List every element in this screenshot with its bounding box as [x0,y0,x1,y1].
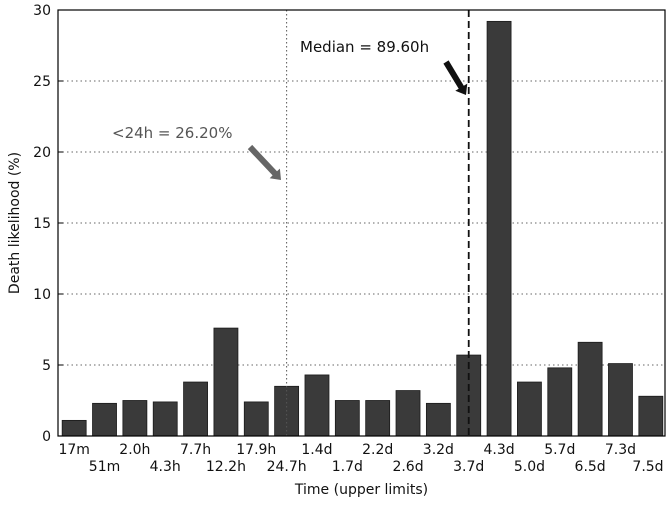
y-tick-label: 15 [33,216,51,232]
x-tick-label: 17m [58,442,89,458]
bar [638,395,664,437]
x-tick-label: 1.4d [301,442,332,458]
x-tick-label: 2.0h [119,442,150,458]
x-tick-label: 6.5d [575,459,606,475]
reference-lines [286,10,470,436]
x-tick-label: 2.2d [362,442,393,458]
bar [304,374,330,437]
bar [425,402,451,437]
y-tick-label: 25 [33,74,51,90]
bar [608,363,633,437]
x-tick-label: 3.2d [423,442,454,458]
bar [183,381,208,437]
x-tick-label: 17.9h [236,442,276,458]
y-ticks: 0 5 10 15 20 25 30 [33,3,63,445]
bar [334,400,360,437]
y-tick-label: 5 [42,358,51,374]
bar [243,401,269,437]
x-tick-label: 5.7d [544,442,575,458]
x-axis-label: Time (upper limits) [294,482,428,498]
x-tick-label: 7.3d [605,442,636,458]
median-annotation: Median = 89.60h [300,38,468,95]
x-tick-label: 4.3h [150,459,181,475]
x-tick-label: 1.7d [332,459,363,475]
bar [152,401,178,437]
x-tick-label: 7.5d [632,459,663,475]
bars [61,20,664,437]
y-tick-label: 0 [42,429,51,445]
bar [577,341,603,437]
bar [486,20,512,437]
bar [61,419,87,437]
y-tick-label: 30 [33,3,51,19]
x-tick-label: 3.7d [453,459,484,475]
x-tick-label: 7.7h [180,442,211,458]
x-tick-label: 4.3d [483,442,514,458]
bar [517,381,542,437]
median-arrow-icon [443,60,468,95]
x-tick-label: 12.2h [206,459,246,475]
median-label: Median = 89.60h [300,38,429,56]
under24-annotation: <24h = 26.20% [112,124,281,180]
bar [213,327,239,437]
x-ticks: 17m51m2.0h4.3h7.7h12.2h17.9h24.7h1.4d1.7… [58,442,663,475]
bar [92,402,117,437]
y-tick-label: 20 [33,145,51,161]
x-tick-label: 5.0d [514,459,545,475]
x-tick-label: 2.6d [392,459,423,475]
y-tick-label: 10 [33,287,51,303]
x-tick-label: 24.7h [267,459,307,475]
bar [395,390,421,437]
under24-label: <24h = 26.20% [112,124,232,142]
bar [122,400,148,437]
under24-arrow-icon [247,144,281,180]
y-axis-label: Death likelihood (%) [7,152,23,294]
x-tick-label: 51m [89,459,120,475]
bar [365,400,391,437]
bar [547,367,573,437]
